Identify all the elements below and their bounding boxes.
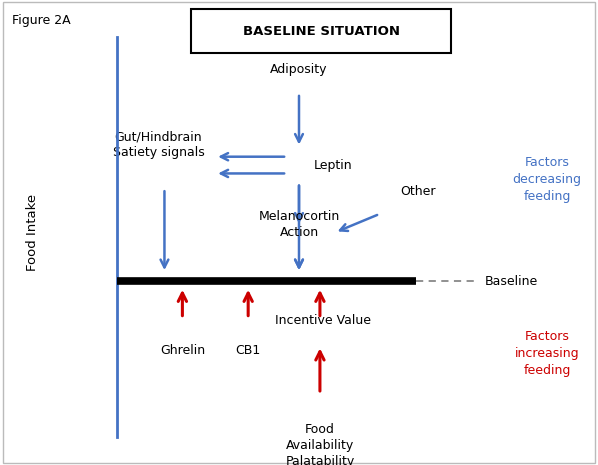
Text: Ghrelin: Ghrelin xyxy=(160,344,205,357)
Text: Food
Availability
Palatability: Food Availability Palatability xyxy=(285,423,355,465)
FancyBboxPatch shape xyxy=(191,9,451,53)
Text: Adiposity: Adiposity xyxy=(270,63,328,76)
Text: Melanocortin
Action: Melanocortin Action xyxy=(258,210,340,239)
Text: CB1: CB1 xyxy=(236,344,261,357)
Text: Figure 2A: Figure 2A xyxy=(12,14,71,27)
Text: Food Intake: Food Intake xyxy=(26,194,39,271)
Text: BASELINE SITUATION: BASELINE SITUATION xyxy=(243,25,400,38)
Text: Leptin: Leptin xyxy=(314,159,353,172)
FancyBboxPatch shape xyxy=(3,2,595,463)
Text: Factors
decreasing
feeding: Factors decreasing feeding xyxy=(512,155,582,203)
Text: Factors
increasing
feeding: Factors increasing feeding xyxy=(515,330,579,377)
Text: Gut/Hindbrain
Satiety signals: Gut/Hindbrain Satiety signals xyxy=(112,131,205,159)
Text: Baseline: Baseline xyxy=(484,275,538,288)
Text: Other: Other xyxy=(401,185,436,198)
Text: Incentive Value: Incentive Value xyxy=(275,314,371,327)
